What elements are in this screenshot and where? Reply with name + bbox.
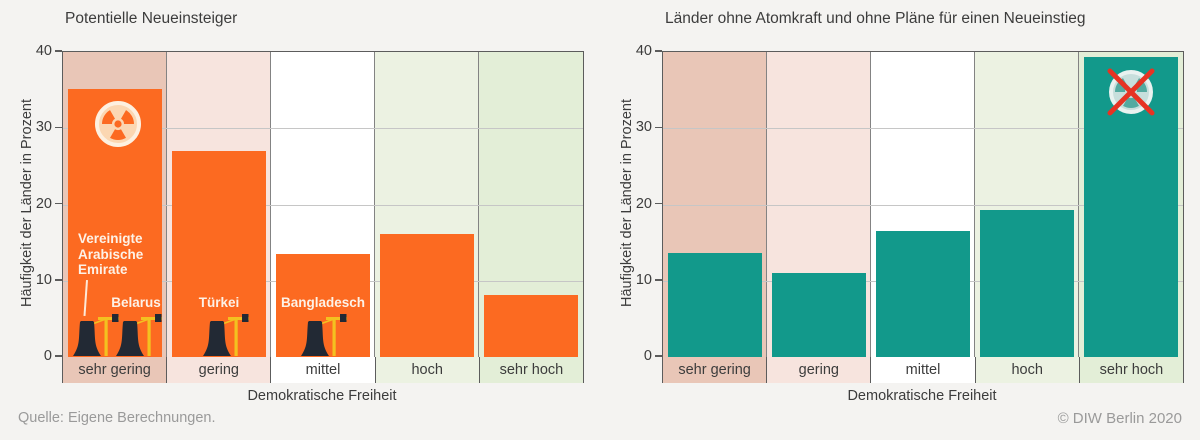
x-tick-label: sehr gering bbox=[663, 357, 768, 383]
country-label: Belarus bbox=[111, 295, 161, 310]
country-label: Vereinigte Arabische Emirate bbox=[78, 231, 144, 277]
crane-icon bbox=[326, 314, 347, 356]
cooling-tower-crane-icon bbox=[301, 314, 347, 356]
copyright: © DIW Berlin 2020 bbox=[1057, 410, 1182, 427]
cooling-tower-icon bbox=[73, 321, 101, 356]
chart-title: Potentielle Neueinsteiger bbox=[65, 10, 238, 27]
plot-area: Vereinigte Arabische Emirate Belarus Türke… bbox=[62, 51, 584, 358]
y-tick-mark bbox=[655, 126, 662, 128]
x-axis-category-band: sehr gering gering mittel hoch sehr hoch bbox=[62, 357, 584, 383]
y-tick-mark bbox=[55, 279, 62, 281]
cooling-tower-icon bbox=[203, 321, 231, 356]
y-axis-label: Häufigkeit der Länder in Prozent bbox=[619, 99, 635, 307]
y-tick-mark bbox=[655, 355, 662, 357]
source-note: Quelle: Eigene Berechnungen. bbox=[18, 410, 216, 426]
bar-sehr-gering bbox=[668, 252, 762, 357]
cooling-tower-icon bbox=[116, 321, 144, 356]
x-tick-label: sehr gering bbox=[63, 357, 168, 383]
radiation-icon bbox=[95, 101, 141, 147]
crane-icon bbox=[141, 314, 162, 356]
y-tick-mark bbox=[55, 126, 62, 128]
bar-mittel bbox=[876, 231, 970, 357]
country-label: Türkei bbox=[198, 295, 240, 310]
x-tick-label: mittel bbox=[271, 357, 376, 383]
x-tick-label: gering bbox=[767, 357, 872, 383]
crane-icon bbox=[228, 314, 249, 356]
gridline bbox=[63, 128, 583, 130]
gridline bbox=[63, 204, 583, 206]
x-tick-label: hoch bbox=[975, 357, 1080, 383]
gridline bbox=[663, 204, 1183, 206]
x-axis-title: Demokratische Freiheit bbox=[847, 388, 997, 404]
y-axis-label: Häufigkeit der Länder in Prozent bbox=[19, 99, 35, 307]
x-axis-category-band: sehr gering gering mittel hoch sehr hoch bbox=[662, 357, 1184, 383]
bar-hoch bbox=[980, 209, 1074, 357]
x-tick-label: sehr hoch bbox=[479, 357, 584, 383]
chart-potential-newcomers: Potentielle Neueinsteiger Häufigkeit der… bbox=[19, 10, 584, 404]
x-tick-label: hoch bbox=[375, 357, 480, 383]
chart-no-nuclear-countries: Länder ohne Atomkraft und ohne Pläne für… bbox=[600, 0, 1200, 440]
country-label: Bangladesch bbox=[280, 295, 366, 310]
x-tick-label: gering bbox=[167, 357, 272, 383]
y-tick-label: 40 bbox=[635, 43, 652, 59]
red-cross-icon bbox=[1107, 68, 1155, 116]
x-tick-label: sehr hoch bbox=[1079, 357, 1184, 383]
y-tick-mark bbox=[655, 279, 662, 281]
bar-hoch bbox=[380, 234, 474, 357]
no-nuclear-icon bbox=[1107, 68, 1155, 116]
crane-icon bbox=[98, 314, 119, 356]
x-axis-title: Demokratische Freiheit bbox=[247, 388, 397, 404]
bar-sehr-hoch bbox=[484, 295, 578, 357]
gridline bbox=[663, 128, 1183, 130]
plot-area bbox=[662, 51, 1184, 358]
y-tick-mark bbox=[655, 50, 662, 52]
x-tick-label: mittel bbox=[871, 357, 976, 383]
y-tick-mark bbox=[655, 202, 662, 205]
y-tick-label: 0 bbox=[43, 348, 52, 364]
y-tick-mark bbox=[55, 355, 62, 357]
cooling-tower-crane-icon bbox=[203, 314, 249, 356]
cooling-tower-icon bbox=[301, 321, 329, 356]
cooling-tower-crane-icon bbox=[116, 314, 162, 356]
y-tick-label: 40 bbox=[35, 43, 52, 59]
bar-gering bbox=[772, 273, 866, 357]
chart-title: Länder ohne Atomkraft und ohne Pläne für… bbox=[665, 10, 1086, 27]
y-tick-label: 0 bbox=[643, 348, 652, 364]
y-tick-mark bbox=[55, 50, 62, 52]
y-tick-mark bbox=[55, 202, 62, 205]
cooling-tower-crane-icon bbox=[73, 314, 119, 356]
